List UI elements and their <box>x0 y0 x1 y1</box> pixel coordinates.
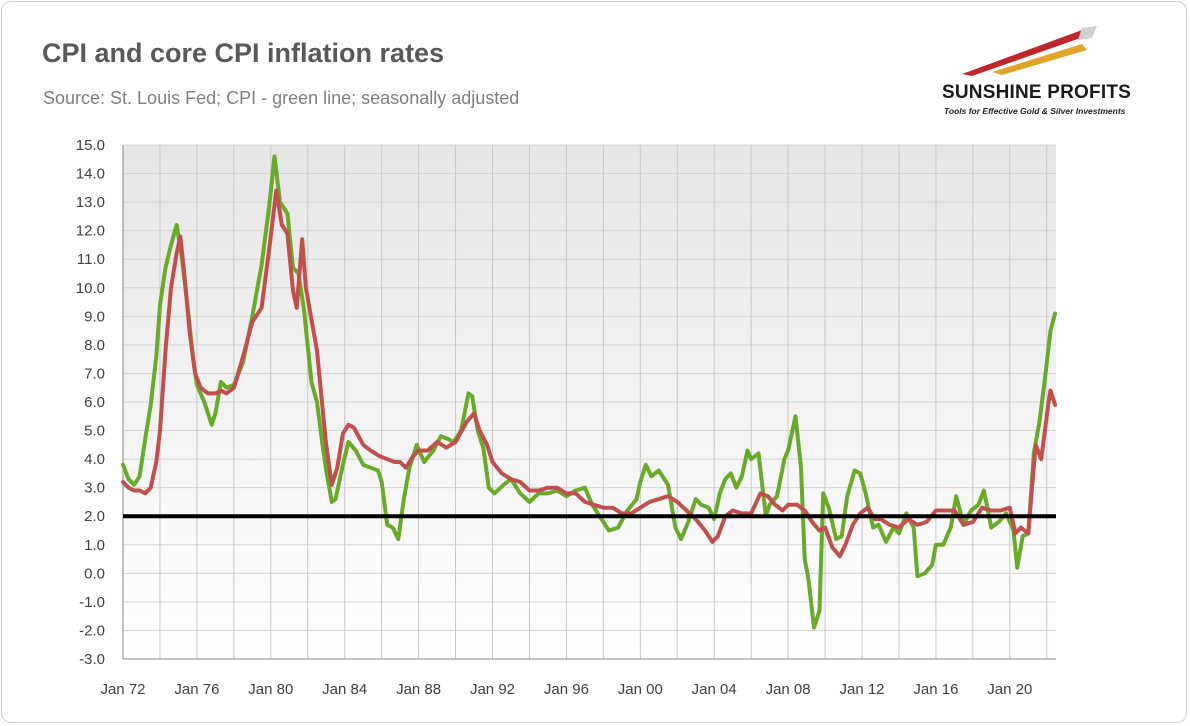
y-tick-label: 12.0 <box>76 223 105 240</box>
y-tick-label: -3.0 <box>79 651 105 668</box>
sunshine-profits-logo: SUNSHINE PROFITS Tools for Effective Gol… <box>932 20 1172 120</box>
logo-tagline: Tools for Effective Gold & Silver Invest… <box>944 106 1126 116</box>
chart-subtitle: Source: St. Louis Fed; CPI - green line;… <box>43 88 520 108</box>
y-tick-label: 8.0 <box>84 337 105 354</box>
x-tick-label: Jan 12 <box>839 681 884 698</box>
y-tick-label: 3.0 <box>84 480 105 497</box>
y-tick-label: 13.0 <box>76 194 105 211</box>
y-tick-label: -2.0 <box>79 622 105 639</box>
x-tick-label: Jan 92 <box>470 681 515 698</box>
y-tick-label: 5.0 <box>84 423 105 440</box>
y-tick-label: 11.0 <box>77 251 105 268</box>
y-tick-label: 6.0 <box>84 394 105 411</box>
y-tick-label: 15.0 <box>76 137 105 154</box>
y-tick-label: 9.0 <box>84 308 105 325</box>
y-tick-label: 7.0 <box>84 365 105 382</box>
x-tick-label: Jan 80 <box>248 681 293 698</box>
x-tick-label: Jan 96 <box>544 681 589 698</box>
y-tick-label: 4.0 <box>84 451 105 468</box>
y-tick-label: 1.0 <box>84 537 105 554</box>
y-tick-label: 0.0 <box>84 565 105 582</box>
y-tick-label: 10.0 <box>76 280 105 297</box>
y-tick-label: -1.0 <box>79 594 105 611</box>
x-tick-label: Jan 00 <box>618 681 663 698</box>
x-tick-label: Jan 04 <box>692 681 737 698</box>
x-tick-label: Jan 08 <box>766 681 811 698</box>
y-tick-label: 14.0 <box>76 166 105 183</box>
x-tick-label: Jan 16 <box>913 681 958 698</box>
series-line-core-cpi <box>121 188 1058 559</box>
logo-name: SUNSHINE PROFITS <box>942 82 1131 103</box>
x-tick-label: Jan 88 <box>396 681 441 698</box>
x-tick-label: Jan 76 <box>174 681 219 698</box>
chart-title: CPI and core CPI inflation rates <box>42 38 445 68</box>
x-tick-label: Jan 20 <box>987 681 1032 698</box>
logo-swoosh-icon <box>962 26 1097 76</box>
series-line-cpi <box>121 154 1058 630</box>
x-tick-label: Jan 72 <box>100 681 145 698</box>
y-tick-label: 2.0 <box>84 508 105 525</box>
x-tick-label: Jan 84 <box>322 681 367 698</box>
